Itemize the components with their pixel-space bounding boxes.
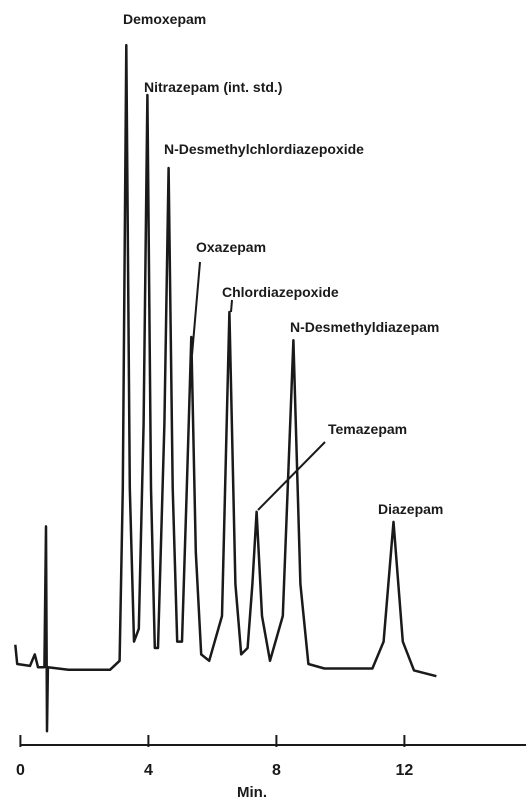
peak-label: Oxazepam xyxy=(196,239,266,255)
x-tick-label: 4 xyxy=(144,762,153,779)
peak-label: Temazepam xyxy=(328,421,407,437)
x-tick-label: 0 xyxy=(16,762,25,779)
peak-label: Demoxepam xyxy=(123,11,206,27)
leader-line xyxy=(257,441,326,511)
peak-label: N-Desmethylchlordiazepoxide xyxy=(164,141,364,157)
peak-label: Diazepam xyxy=(378,501,443,517)
peak-label: N-Desmethyldiazepam xyxy=(290,319,439,335)
x-tick-label: 12 xyxy=(396,762,414,779)
x-tick-label: 8 xyxy=(272,762,281,779)
peak-label: Nitrazepam (int. std.) xyxy=(144,79,282,95)
peak-label: Chlordiazepoxide xyxy=(222,284,339,300)
leader-line xyxy=(230,299,233,313)
trace xyxy=(14,43,437,733)
x-axis-label: Min. xyxy=(237,784,267,801)
leader-line xyxy=(191,261,201,356)
